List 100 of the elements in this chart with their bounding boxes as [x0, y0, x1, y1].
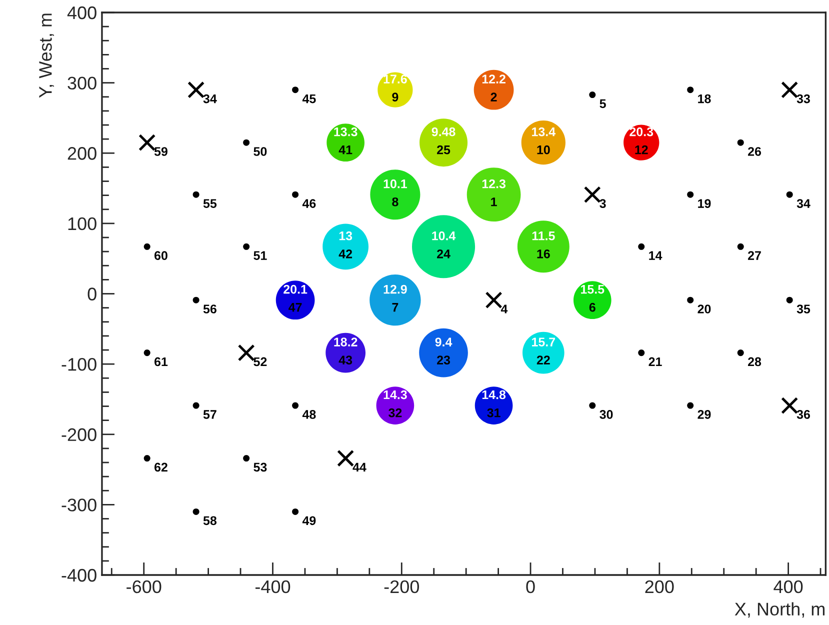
- annotation: 12.2: [482, 74, 506, 84]
- x-tick-label: -200: [384, 580, 419, 594]
- annotation: 19: [698, 199, 711, 208]
- point: [243, 243, 250, 250]
- annotation: 9.4: [435, 338, 452, 346]
- annotation: 12.3: [482, 179, 506, 188]
- point: [238, 344, 255, 362]
- annotation: 43: [338, 356, 352, 365]
- annotation: 32: [388, 408, 402, 418]
- point: [638, 243, 645, 250]
- y-tick-label: -200: [62, 428, 96, 442]
- annotation: 2: [490, 92, 497, 102]
- annotation: 21: [648, 357, 662, 366]
- y-tick-label: 200: [68, 147, 96, 160]
- point: [192, 508, 200, 515]
- annotation: 47: [288, 303, 302, 312]
- annotation: 7: [392, 303, 398, 312]
- annotation: 15.7: [532, 338, 556, 346]
- y-tick-label: 300: [68, 76, 96, 90]
- point: [687, 86, 694, 94]
- point: [192, 296, 200, 304]
- annotation: 26: [748, 147, 762, 156]
- annotation: 33: [796, 94, 810, 104]
- point: [144, 455, 150, 462]
- annotation: 60: [154, 251, 168, 260]
- annotation: 13: [339, 231, 352, 240]
- point: [687, 296, 694, 304]
- point: [589, 92, 596, 98]
- y-tick-label: 400: [67, 6, 96, 20]
- point: [786, 296, 793, 304]
- annotation: 22: [536, 356, 550, 364]
- point: [192, 191, 200, 198]
- y-tick-label: -100: [62, 358, 96, 371]
- point: [292, 191, 299, 198]
- annotation: 28: [748, 357, 762, 366]
- x-tick-label: -600: [126, 580, 162, 594]
- point: [781, 81, 798, 98]
- point: [687, 191, 694, 198]
- annotation: 29: [698, 410, 711, 419]
- x-tick-label: 0: [526, 580, 535, 594]
- annotation: 58: [203, 516, 217, 526]
- annotation: 5: [600, 99, 606, 108]
- annotation: 3: [600, 199, 606, 208]
- annotation: 50: [254, 147, 267, 156]
- point: [192, 402, 200, 409]
- point: [737, 350, 744, 356]
- point: [188, 81, 205, 98]
- annotation: 20.1: [284, 284, 308, 294]
- annotation: 10: [537, 145, 550, 154]
- point: [292, 508, 299, 515]
- annotation: 35: [796, 304, 810, 314]
- y-tick-label: -400: [62, 568, 96, 582]
- annotation: 48: [302, 410, 316, 419]
- annotation: 6: [589, 302, 596, 312]
- point: [781, 397, 798, 414]
- annotation: 30: [600, 410, 613, 419]
- y-tick-label: 100: [68, 217, 96, 230]
- point: [687, 402, 694, 409]
- x-tick-label: -400: [255, 580, 290, 594]
- annotation: 34: [203, 94, 217, 104]
- annotation: 41: [338, 146, 352, 154]
- point: [786, 191, 793, 198]
- annotation: 20.3: [630, 127, 654, 136]
- annotation: 4: [500, 304, 508, 314]
- point: [144, 243, 150, 250]
- annotation: 12.9: [384, 284, 407, 294]
- annotation: 15.5: [581, 284, 604, 294]
- annotation: 13.4: [532, 127, 556, 136]
- annotation: 23: [437, 356, 450, 365]
- annotation: 10.4: [432, 231, 456, 240]
- point: [144, 350, 150, 356]
- annotation: 44: [352, 462, 366, 472]
- x-tick-label: 200: [645, 580, 674, 594]
- annotation: 45: [302, 94, 316, 104]
- annotation: 18.2: [334, 338, 358, 346]
- annotation: 14.8: [482, 390, 506, 400]
- annotation: 24: [437, 249, 450, 258]
- point: [584, 186, 601, 204]
- point: [243, 139, 250, 146]
- point: [243, 455, 250, 462]
- annotation: 10.1: [384, 179, 408, 188]
- annotation: 31: [487, 408, 500, 418]
- annotation: 53: [254, 462, 267, 472]
- annotation: 25: [437, 145, 450, 154]
- point: [292, 86, 299, 94]
- annotation: 17.6: [384, 74, 407, 84]
- annotation: 16: [537, 249, 550, 258]
- annotation: 36: [796, 410, 810, 419]
- annotation: 13.3: [334, 127, 358, 136]
- annotation: 11.5: [532, 232, 555, 240]
- annotation: 52: [254, 357, 267, 366]
- annotation: 56: [203, 304, 216, 314]
- point: [589, 402, 596, 409]
- annotation: 9.48: [432, 127, 456, 136]
- annotation: 14: [649, 251, 662, 260]
- annotation: 42: [338, 249, 352, 258]
- point: [292, 402, 299, 409]
- annotation: 62: [154, 462, 168, 472]
- annotation: 51: [254, 251, 267, 260]
- annotation: 20: [698, 304, 711, 314]
